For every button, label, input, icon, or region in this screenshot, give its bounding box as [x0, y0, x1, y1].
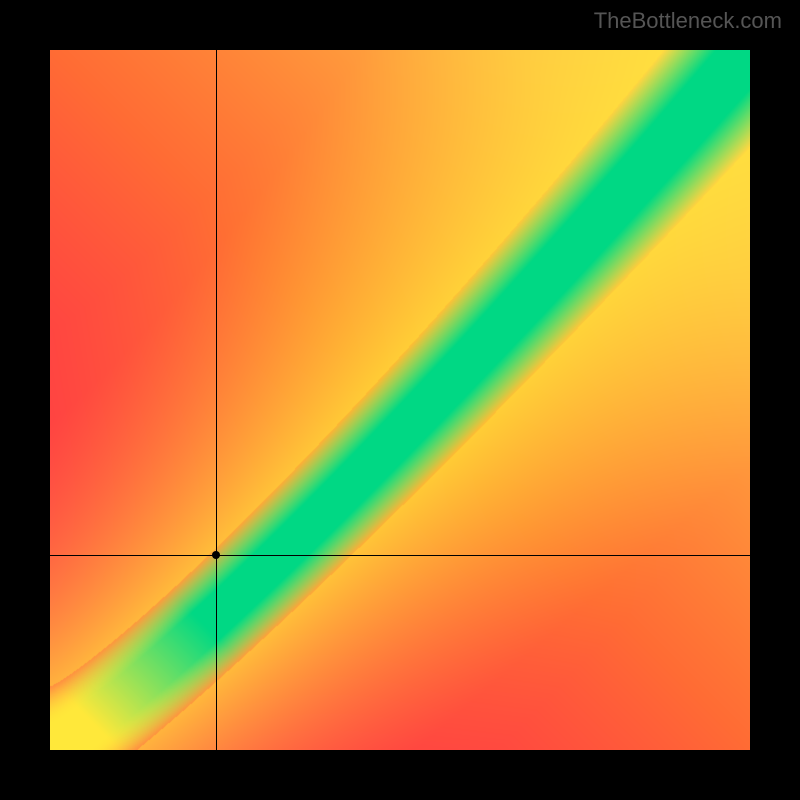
crosshair-marker	[212, 551, 220, 559]
crosshair-vertical	[216, 50, 217, 750]
watermark-text: TheBottleneck.com	[594, 8, 782, 34]
heatmap-canvas	[50, 50, 750, 750]
bottleneck-heatmap	[50, 50, 750, 750]
crosshair-horizontal	[50, 555, 750, 556]
